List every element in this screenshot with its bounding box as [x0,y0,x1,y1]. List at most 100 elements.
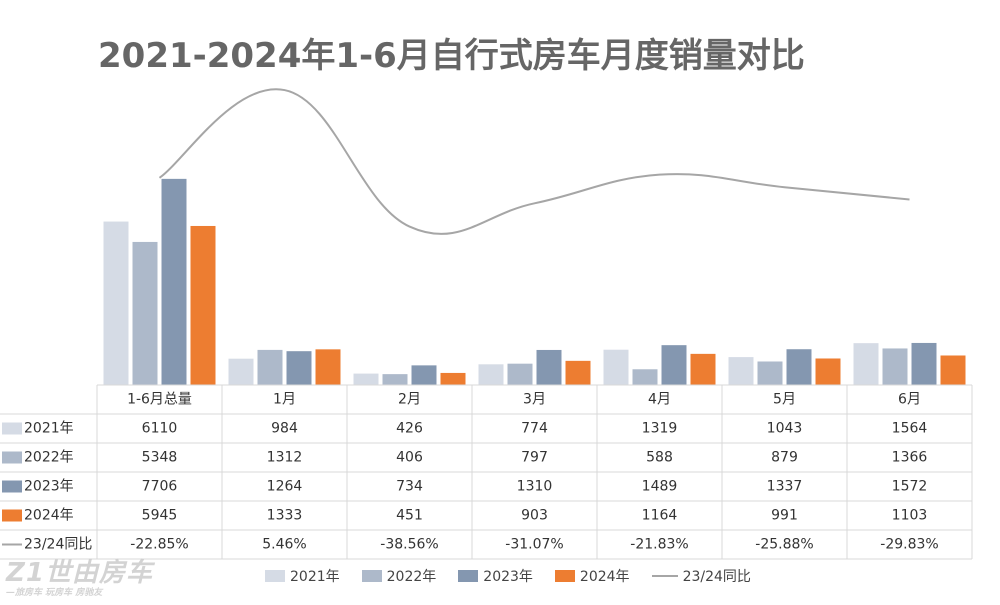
table-value-cell: 984 [271,421,298,437]
table-yoy-cell: -22.85% [130,537,188,553]
table-row-label: 2021年 [24,421,74,437]
bar-2021年-3月 [478,364,504,385]
table-yoy-cell: -38.56% [380,537,438,553]
bar-2023年-2月 [411,365,437,385]
table-value-cell: 1333 [267,508,303,524]
table-value-cell: 1366 [892,450,928,466]
bar-2022年-1月 [257,349,283,385]
table-value-cell: 903 [521,508,548,524]
bar-2022年-4月 [632,369,658,385]
table-legend-key [2,422,22,435]
bar-2024年-5月 [815,358,841,385]
table-value-cell: 5945 [142,508,178,524]
table-header-cell: 1-6月总量 [127,392,192,408]
legend-item: 2022年 [361,566,437,586]
table-value-cell: 1312 [267,450,303,466]
table-header-cell: 1月 [273,392,296,408]
chart-svg: 1-6月总量 1月 2月 3月 4月 5月 6月 2021年 6110 984 426 774 1319… [0,88,973,560]
table-value-cell: 1564 [892,421,928,437]
bar-2023年-3月 [536,349,562,385]
legend-swatch [458,570,479,582]
table-yoy-cell: -29.83% [880,537,938,553]
table-yoy-cell: -21.83% [630,537,688,553]
watermark-text: Z1世由房车 [6,558,153,588]
legend-label: 2022年 [386,569,437,585]
table-legend-key [2,480,22,493]
watermark-logo: Z1世由房车 —旅房车 玩房车 房驰友 [6,552,153,598]
table-value-cell: 1103 [892,508,928,524]
bar-2021年-5月 [728,357,754,385]
table-row-label: 2022年 [24,450,74,466]
bar-2023年-1月 [286,351,312,385]
bar-2021年-1-6月总量 [103,221,129,385]
table-value-cell: 774 [521,421,548,437]
legend-swatch [361,570,382,582]
bar-2022年-1-6月总量 [132,241,158,385]
table-value-cell: 5348 [142,450,178,466]
bar-2024年-1月 [315,349,341,385]
bar-2023年-5月 [786,349,812,385]
table-value-cell: 588 [646,450,673,466]
table-value-cell: 6110 [142,421,178,437]
table-yoy-cell: 5.46% [262,537,306,553]
table-value-cell: 1043 [767,421,803,437]
legend-label: 2024年 [579,569,630,585]
table-header-cell: 6月 [898,392,921,408]
table-value-cell: 797 [521,450,548,466]
legend-line-key [651,575,678,577]
table-value-cell: 1264 [267,479,303,495]
bar-2023年-4月 [661,345,687,385]
bar-2024年-4月 [690,353,716,385]
yoy-line [158,88,910,235]
table-legend-key [2,509,22,522]
legend-item: 2023年 [458,566,533,586]
legend-label: 2021年 [290,569,340,585]
table-value-cell: 406 [396,450,423,466]
table-yoy-cell: -25.88% [755,537,813,553]
chart-title: 2021-2024年1-6月自行式房车月度销量对比 [98,36,805,76]
legend-swatch [265,570,285,582]
table-value-cell: 1337 [767,479,803,495]
table-value-cell: 1572 [892,479,928,495]
table-value-cell: 1164 [642,508,678,524]
bar-2023年-1-6月总量 [161,178,187,385]
table-row-label: 23/24同比 [24,537,92,553]
table-value-cell: 1319 [642,421,678,437]
table-row-label: 2023年 [24,479,74,495]
legend-item: 2024年 [554,566,630,586]
legend-item: 23/24同比 [651,566,751,586]
table-legend-key [2,451,22,464]
bar-2023年-6月 [911,342,937,385]
bar-2022年-6月 [882,348,908,385]
watermark-slogan: —旅房车 玩房车 房驰友 [6,588,103,598]
bar-2024年-6月 [940,355,966,385]
table-value-cell: 451 [396,508,423,524]
legend-swatch [554,570,575,582]
table-yoy-cell: -31.07% [505,537,563,553]
table-header-cell: 4月 [648,392,671,408]
bar-2021年-2月 [353,373,379,385]
table-value-cell: 991 [771,508,798,524]
legend-label: 2023年 [483,569,533,585]
bar-2022年-5月 [757,361,783,385]
legend: 2021年 2022年 2023年 2024年 23/24同比 [265,565,773,587]
table-header-cell: 3月 [523,392,546,408]
bar-2021年-4月 [603,349,629,385]
table-value-cell: 426 [396,421,423,437]
table-header-cell: 2月 [398,392,421,408]
bar-2022年-2月 [382,374,408,385]
bar-2022年-3月 [507,363,533,385]
table-value-cell: 879 [771,450,798,466]
bar-2021年-6月 [853,343,879,385]
table-row-label: 2024年 [24,508,74,524]
table-header-cell: 5月 [773,392,796,408]
table-value-cell: 734 [396,479,423,495]
table-value-cell: 1489 [642,479,678,495]
legend-label: 23/24同比 [682,569,751,585]
table-value-cell: 1310 [517,479,553,495]
bar-2024年-3月 [565,360,591,385]
bar-2024年-2月 [440,372,466,385]
bar-2021年-1月 [228,358,254,385]
bar-2024年-1-6月总量 [190,225,216,385]
table-value-cell: 7706 [142,479,178,495]
